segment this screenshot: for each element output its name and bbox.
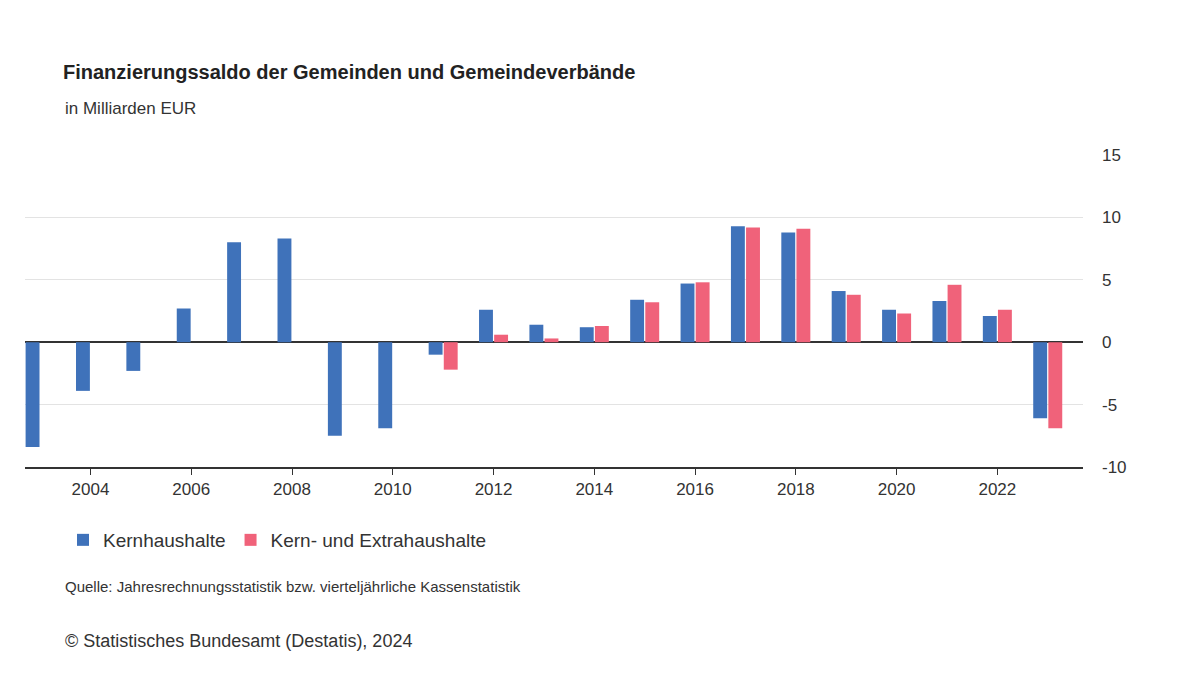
- svg-text:Finanzierungssaldo der Gemeind: Finanzierungssaldo der Gemeinden und Gem…: [63, 61, 635, 83]
- svg-text:-10: -10: [1102, 458, 1127, 477]
- svg-text:2022: 2022: [978, 480, 1016, 499]
- svg-text:2008: 2008: [273, 480, 311, 499]
- svg-text:0: 0: [1102, 333, 1111, 352]
- svg-text:2004: 2004: [72, 480, 110, 499]
- svg-text:10: 10: [1102, 208, 1121, 227]
- svg-text:© Statistisches Bundesamt (Des: © Statistisches Bundesamt (Destatis), 20…: [65, 631, 412, 651]
- svg-text:Kern- und Extrahaushalte: Kern- und Extrahaushalte: [271, 530, 486, 551]
- svg-text:2010: 2010: [374, 480, 412, 499]
- svg-text:in Milliarden EUR: in Milliarden EUR: [65, 99, 196, 118]
- svg-text:2006: 2006: [172, 480, 210, 499]
- svg-text:2018: 2018: [777, 480, 815, 499]
- svg-text:15: 15: [1102, 146, 1121, 165]
- svg-text:2012: 2012: [475, 480, 513, 499]
- svg-text:Kernhaushalte: Kernhaushalte: [103, 530, 226, 551]
- svg-text:2020: 2020: [878, 480, 916, 499]
- svg-text:2016: 2016: [676, 480, 714, 499]
- svg-text:2014: 2014: [575, 480, 613, 499]
- svg-text:-5: -5: [1102, 396, 1117, 415]
- svg-text:5: 5: [1102, 271, 1111, 290]
- svg-text:Quelle: Jahresrechnungsstatist: Quelle: Jahresrechnungsstatistik bzw. vi…: [65, 578, 521, 595]
